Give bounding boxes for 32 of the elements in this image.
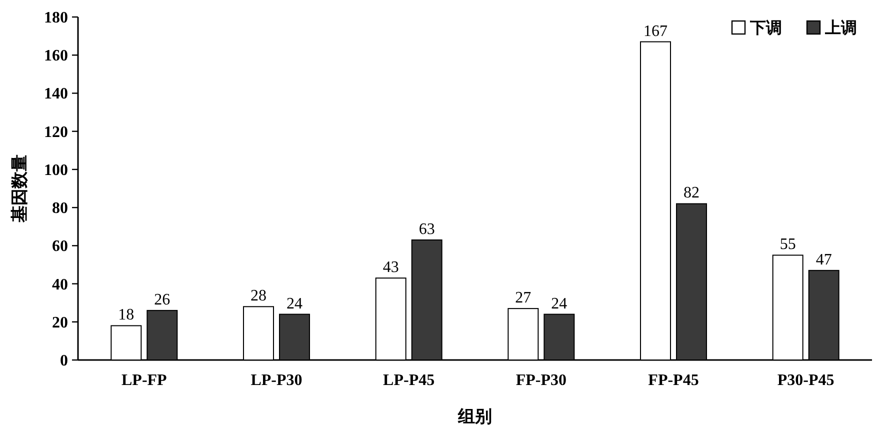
data-label: 47 bbox=[816, 251, 832, 268]
x-tick-label: FP-P45 bbox=[648, 372, 699, 389]
data-label: 55 bbox=[780, 236, 796, 254]
y-tick-label: 120 bbox=[44, 124, 68, 141]
legend-label: 上调 bbox=[824, 19, 857, 37]
data-label: 43 bbox=[382, 259, 399, 276]
data-label: 24 bbox=[551, 295, 568, 312]
x-tick-label: LP-P45 bbox=[383, 372, 435, 389]
data-label: 26 bbox=[154, 291, 170, 308]
x-tick-label: FP-P30 bbox=[516, 372, 566, 389]
data-label: 63 bbox=[418, 220, 435, 238]
data-label: 18 bbox=[118, 306, 134, 324]
x-axis-title: 组别 bbox=[457, 407, 492, 426]
x-tick-label: LP-P30 bbox=[250, 372, 302, 389]
data-label: 24 bbox=[286, 295, 302, 312]
y-tick-label: 0 bbox=[60, 352, 68, 370]
data-label: 27 bbox=[515, 290, 532, 307]
y-tick-label: 180 bbox=[44, 10, 68, 26]
legend-label: 下调 bbox=[749, 19, 782, 37]
data-label: 167 bbox=[644, 22, 668, 40]
y-tick-label: 80 bbox=[52, 200, 68, 218]
y-tick-label: 20 bbox=[52, 314, 68, 332]
y-tick-label: 140 bbox=[44, 86, 68, 103]
y-tick-label: 60 bbox=[52, 238, 68, 256]
data-label: 28 bbox=[250, 288, 266, 305]
y-tick-label: 160 bbox=[44, 48, 68, 65]
data-label: 82 bbox=[684, 184, 700, 202]
x-tick-label: P30-P45 bbox=[777, 372, 834, 389]
y-axis-title: 基因数量 bbox=[10, 154, 29, 224]
x-tick-label: LP-FP bbox=[122, 372, 168, 389]
y-tick-label: 100 bbox=[44, 162, 68, 179]
y-tick-label: 40 bbox=[52, 276, 68, 294]
